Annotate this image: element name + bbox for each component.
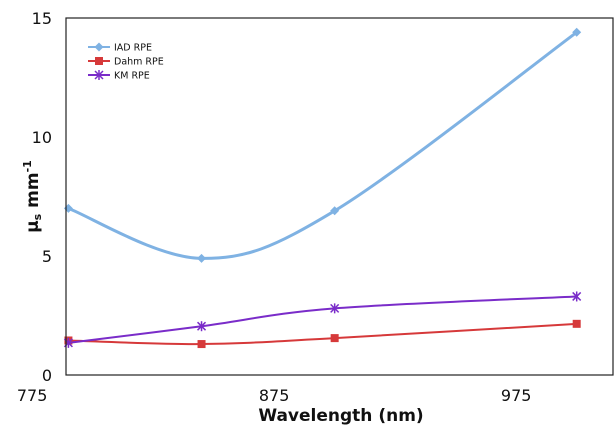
x-tick-label: 975 [501,386,532,405]
y-axis-title-text: μs mm-1 [21,160,44,233]
y-tick-label: 5 [42,247,52,266]
legend: IAD RPE Dahm RPE KM RPE [88,42,164,82]
data-point [197,321,207,332]
data-point [572,291,582,302]
legend-item: KM RPE [88,70,150,82]
series-line [66,30,579,260]
x-axis-title: Wavelength (nm) [258,406,423,426]
legend-item: IAD RPE [88,42,152,54]
y-tick-label: 15 [32,9,52,28]
series-line [67,322,578,346]
legend-label: KM RPE [114,71,150,82]
data-point [572,27,582,37]
data-point [330,206,340,216]
data-point [197,253,207,263]
legend-swatch-marker [94,70,104,80]
y-tick-label: 10 [32,128,52,147]
data-point [330,334,339,343]
legend-label: Dahm RPE [114,57,164,68]
axis-ticks: 0 5 10 15 775 875 975 [17,9,532,405]
legend-item: Dahm RPE [88,57,164,68]
plot-area-frame [65,17,614,376]
series-line [67,295,578,344]
legend-swatch-marker [95,57,103,65]
y-axis-title: μs mm-1 [21,160,44,233]
legend-label: IAD RPE [114,43,152,54]
x-tick-label: 875 [259,386,290,405]
data-point [63,203,73,213]
x-tick-label: 775 [17,386,48,405]
data-point [197,340,206,349]
legend-swatch-marker [94,42,104,52]
data-point [330,303,340,314]
data-point [572,319,581,328]
y-tick-label: 0 [42,366,52,385]
